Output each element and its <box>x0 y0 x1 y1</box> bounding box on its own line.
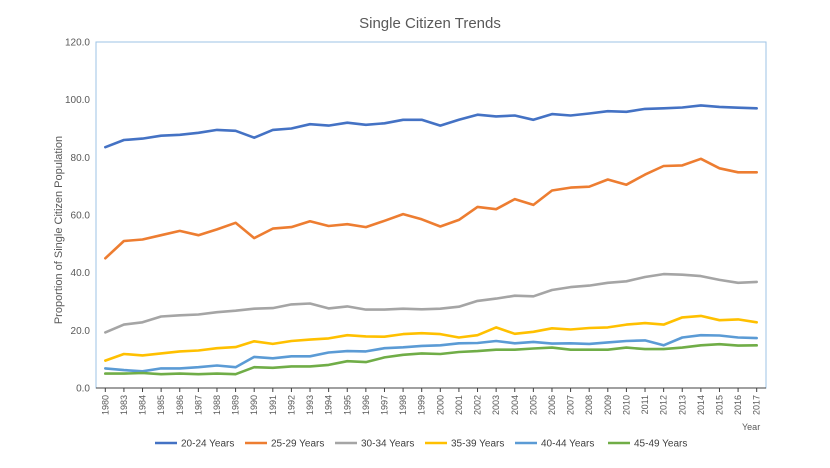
legend-label: 25-29 Years <box>271 439 324 450</box>
x-tick-label: 2011 <box>640 395 650 414</box>
legend-item: 20-24 Years <box>155 439 234 450</box>
y-tick-label: 20.0 <box>71 326 91 337</box>
x-tick-label: 2010 <box>621 395 631 415</box>
x-tick-label: 1994 <box>324 395 334 415</box>
legend-item: 30-34 Years <box>335 439 414 450</box>
x-tick-label: 1980 <box>100 395 110 415</box>
y-tick-label: 80.0 <box>71 153 91 164</box>
x-tick-label: 1988 <box>212 395 222 415</box>
x-tick-label: 2014 <box>696 395 706 415</box>
y-tick-label: 100.0 <box>65 95 90 106</box>
x-tick-label: 2006 <box>547 395 557 415</box>
x-tick-label: 1984 <box>138 395 148 415</box>
x-tick-label: 1986 <box>175 395 185 415</box>
series-line-20-24-years <box>104 104 759 149</box>
legend-label: 45-49 Years <box>634 439 687 450</box>
y-tick-label: 120.0 <box>65 38 90 49</box>
series-line-30-34-years <box>104 272 759 334</box>
x-tick-label: 1993 <box>305 395 315 415</box>
x-tick-label: 1996 <box>361 395 371 415</box>
x-tick-label: 2015 <box>714 395 724 415</box>
legend-label: 35-39 Years <box>451 439 504 450</box>
chart-title: Single Citizen Trends <box>359 15 501 32</box>
x-tick-label: 2001 <box>454 395 464 415</box>
x-tick-label: 1987 <box>193 395 203 415</box>
legend-label: 30-34 Years <box>361 439 414 450</box>
x-tick-label: 1995 <box>342 395 352 415</box>
y-tick-label: 40.0 <box>71 268 91 279</box>
x-tick-label: 1989 <box>231 395 241 415</box>
x-tick-label: 1999 <box>417 395 427 415</box>
x-tick-label: 2005 <box>528 395 538 415</box>
legend-item: 40-44 Years <box>515 439 594 450</box>
legend-label: 20-24 Years <box>181 439 234 450</box>
x-tick-label: 2004 <box>510 395 520 415</box>
y-axis-ticks: 0.0 20.0 40.0 60.0 80.0 100.0 120.0 <box>65 38 90 395</box>
x-tick-label: 2013 <box>677 395 687 415</box>
x-tick-label: 2002 <box>473 395 483 415</box>
x-tick-label: 2012 <box>659 395 669 415</box>
x-tick-label: 1992 <box>286 395 296 415</box>
x-tick-label: 2008 <box>584 395 594 415</box>
series-lines <box>104 104 759 376</box>
series-line-45-49-years <box>104 342 759 376</box>
x-tick-label: 1983 <box>119 395 129 415</box>
legend-label: 40-44 Years <box>541 439 594 450</box>
x-tick-label: 1991 <box>268 395 278 415</box>
legend: 20-24 Years 25-29 Years 30-34 Years 35-39 Y… <box>155 439 687 450</box>
series-line-25-29-years <box>104 157 759 260</box>
legend-item: 25-29 Years <box>245 439 324 450</box>
x-axis-label: Year <box>742 422 760 432</box>
x-tick-label: 2016 <box>733 395 743 415</box>
y-tick-label: 60.0 <box>71 211 91 222</box>
legend-item: 35-39 Years <box>425 439 504 450</box>
series-line-40-44-years <box>104 333 759 373</box>
x-tick-label: 1990 <box>249 395 259 415</box>
x-tick-label: 2000 <box>435 395 445 415</box>
series-line-35-39-years <box>104 314 759 362</box>
x-tick-label: 1998 <box>398 395 408 415</box>
legend-item: 45-49 Years <box>608 439 687 450</box>
x-tick-label: 2007 <box>566 395 576 415</box>
x-tick-label: 2009 <box>603 395 613 415</box>
y-tick-label: 0.0 <box>76 384 90 395</box>
x-tick-label: 1985 <box>156 395 166 415</box>
x-tick-label: 2017 <box>752 395 762 415</box>
x-axis-ticks: 1980 1983 1984 1985 1986 1987 1988 1989 1990 1991… <box>100 388 762 415</box>
x-tick-label: 2003 <box>491 395 501 415</box>
y-axis-label: Proportion of Single Citizen Population <box>53 136 65 324</box>
x-tick-label: 1997 <box>379 395 389 415</box>
